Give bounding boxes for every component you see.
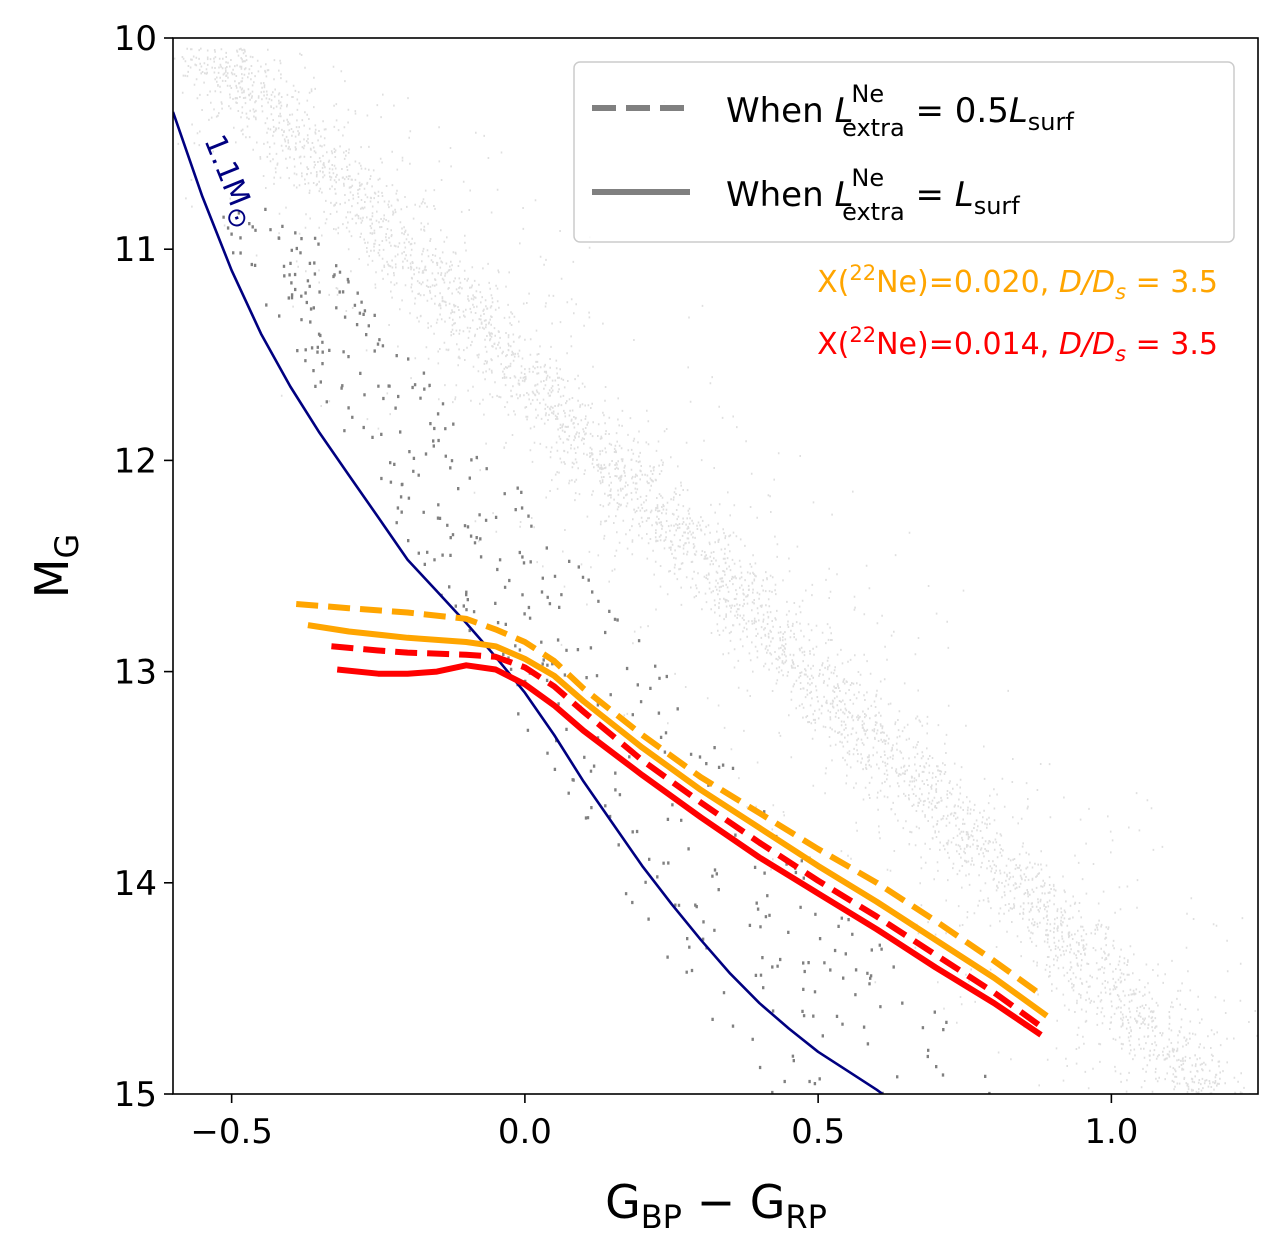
y-tick-label: 12 bbox=[114, 441, 157, 481]
x-tick-label: −0.5 bbox=[190, 1112, 273, 1152]
plot-frame bbox=[172, 37, 1259, 1095]
legend-frame bbox=[573, 61, 1235, 243]
scatter-points bbox=[173, 47, 1258, 1094]
x-tick-label: 0.5 bbox=[791, 1112, 845, 1152]
y-axis-ticks: 10 11 12 13 14 15 bbox=[114, 19, 173, 1115]
curve-red-dashed bbox=[331, 643, 1043, 1029]
model-curves bbox=[173, 111, 1049, 1094]
curve-label-1-1msun: 1.1M⊙ bbox=[191, 130, 265, 234]
x-axis-ticks: −0.5 0.0 0.5 1.0 bbox=[190, 1094, 1138, 1152]
x-tick-label: 0.0 bbox=[498, 1112, 552, 1152]
curve-red-solid bbox=[336, 662, 1043, 1038]
x-tick-label: 1.0 bbox=[1084, 1112, 1138, 1152]
annotation-red: X(22Ne)=0.014, D/Ds = 3.5 bbox=[817, 323, 1218, 366]
curve-orange-dashed bbox=[295, 601, 1043, 998]
y-tick-label: 13 bbox=[114, 653, 157, 693]
legend-solid-label: When LNe extra = Lsurf bbox=[726, 164, 1020, 226]
white-dwarf-scatter bbox=[222, 207, 991, 1094]
y-tick-label: 15 bbox=[114, 1075, 157, 1115]
annotation-orange: X(22Ne)=0.020, D/Ds = 3.5 bbox=[817, 261, 1218, 304]
curve-navy-solid bbox=[173, 111, 884, 1094]
y-tick-label: 11 bbox=[114, 230, 157, 270]
curve-orange-solid bbox=[307, 622, 1049, 1019]
y-tick-label: 14 bbox=[114, 864, 157, 904]
legend-dashed-label: When LNe extra = 0.5Lsurf bbox=[726, 80, 1074, 142]
x-axis-label: GBP − GRP bbox=[605, 1175, 827, 1236]
y-tick-label: 10 bbox=[114, 19, 157, 59]
legend: When LNe extra = 0.5Lsurf When LNe extra =… bbox=[573, 61, 1235, 243]
y-axis-label: MG bbox=[25, 534, 86, 599]
main-sequence-scatter bbox=[173, 47, 1258, 1094]
